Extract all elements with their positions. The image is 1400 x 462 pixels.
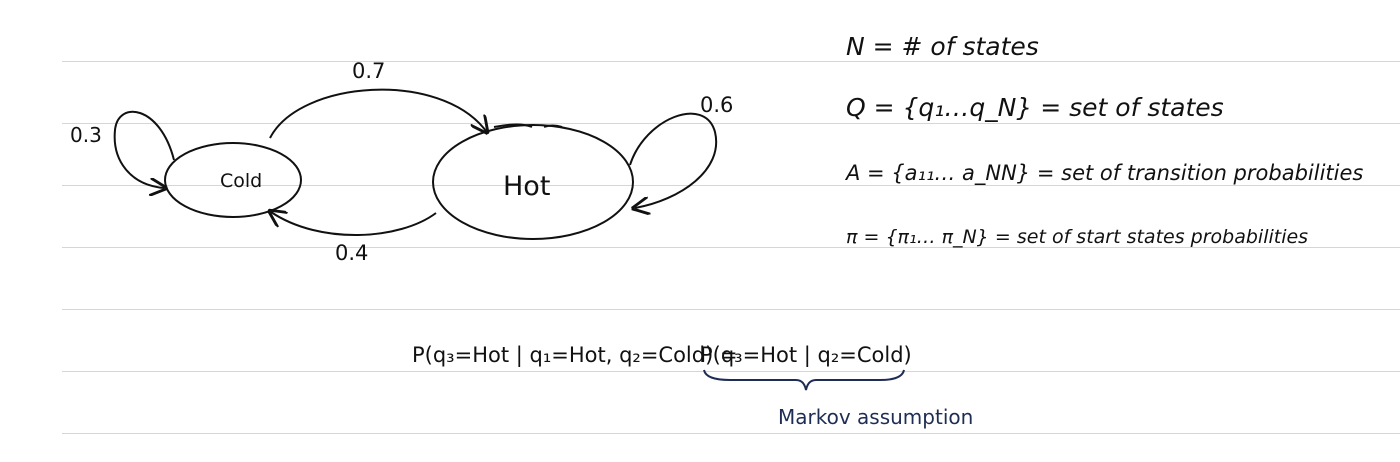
transition-hot-hot-arrow <box>629 112 718 208</box>
definition-n: N = # of states <box>846 32 1039 61</box>
definition-q: Q = {q₁…q_N} = set of states <box>846 93 1224 122</box>
ruled-line <box>62 433 1400 434</box>
ruled-line <box>62 247 1400 248</box>
transition-hot-cold-label: 0.4 <box>335 241 368 265</box>
ruled-line <box>62 185 1400 186</box>
transition-hot-hot-label: 0.6 <box>700 93 733 117</box>
transition-cold-cold-arrow <box>113 110 175 188</box>
formula-right: P(q₃=Hot | q₂=Cold) <box>700 343 912 367</box>
transition-hot-cold-arrow <box>271 212 437 236</box>
transition-cold-hot-label: 0.7 <box>352 59 385 83</box>
markov-chain-diagram: Cold Hot 0.3 0.7 0.6 0.4 <box>70 59 733 265</box>
definition-pi: π = {π₁… π_N} = set of start states prob… <box>846 226 1309 248</box>
transition-cold-hot-arrow <box>269 88 486 139</box>
transition-cold-cold-label: 0.3 <box>70 123 102 147</box>
ruled-line <box>62 309 1400 310</box>
definition-a: A = {a₁₁… a_NN} = set of transition prob… <box>846 161 1364 185</box>
formula-left: P(q₃=Hot | q₁=Hot, q₂=Cold) = <box>412 343 738 367</box>
state-hot-node-stroke-overlap <box>493 123 563 128</box>
ruled-line <box>62 61 1400 62</box>
markov-assumption-label: Markov assumption <box>778 405 974 429</box>
state-cold-label: Cold <box>220 170 262 192</box>
underbrace <box>703 369 905 391</box>
state-hot-node <box>432 124 634 240</box>
ruled-line <box>62 123 1400 124</box>
state-hot-label: Hot <box>503 171 550 202</box>
ruled-line <box>62 371 1400 372</box>
